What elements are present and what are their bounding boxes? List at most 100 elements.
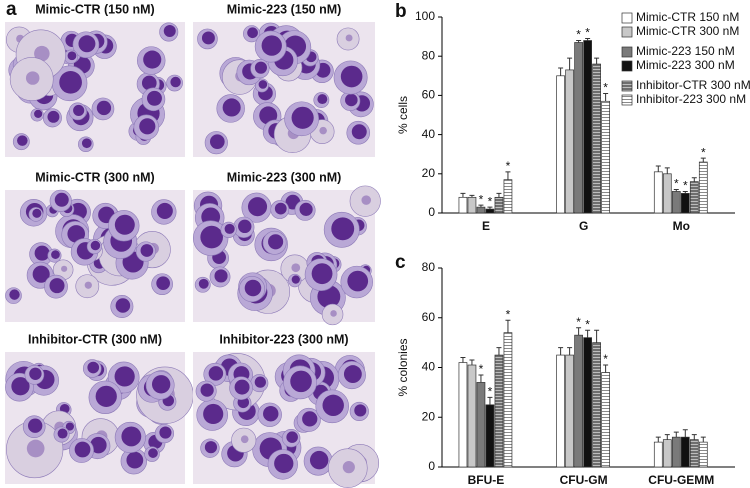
- significance-mark: *: [506, 307, 511, 321]
- bar: [601, 372, 610, 468]
- nucleus: [51, 250, 60, 259]
- nucleus: [32, 208, 42, 218]
- bar: [698, 441, 708, 468]
- error-bar: [558, 347, 564, 356]
- nucleus: [198, 278, 209, 289]
- nucleus: [204, 441, 218, 454]
- error-bar: [691, 434, 697, 440]
- significance-mark: *: [506, 159, 511, 173]
- significance-mark: *: [603, 352, 608, 366]
- nucleus: [49, 278, 65, 294]
- chart-panels: b % cells 0 20 40 60 80 100 E * * * G * * * Mo * * * Mimic-C…: [395, 1, 750, 487]
- legend-swatch: [621, 12, 633, 24]
- y-tick-label: 40: [422, 127, 436, 141]
- error-bar: [505, 171, 511, 180]
- error-bar: [567, 57, 573, 70]
- error-bar: [664, 167, 670, 174]
- nucleus: [234, 379, 250, 395]
- nucleus: [331, 217, 355, 241]
- error-bar: [673, 431, 679, 438]
- legend-label: Inhibitor-CTR 300 nM: [636, 78, 750, 92]
- bar: [556, 75, 565, 214]
- nucleus: [299, 202, 313, 216]
- nucleus: [317, 285, 341, 309]
- nucleus: [159, 426, 172, 439]
- nucleus: [322, 394, 344, 417]
- nucleus: [309, 450, 329, 470]
- nucleus: [342, 461, 355, 474]
- nucleus: [361, 195, 372, 205]
- bar: [458, 362, 468, 468]
- y-axis-label: % cells: [396, 96, 410, 134]
- nucleus: [274, 453, 294, 474]
- nucleus: [11, 377, 30, 396]
- bar: [592, 342, 601, 468]
- nucleus: [354, 404, 367, 417]
- nucleus: [74, 441, 91, 458]
- nucleus: [114, 366, 135, 387]
- error-bar: [603, 364, 609, 373]
- bar: [485, 208, 495, 214]
- y-tick-label: 80: [422, 48, 436, 62]
- panel-label: b: [395, 1, 407, 22]
- legend-label: Mimic-CTR 150 nM: [636, 10, 739, 24]
- nucleus: [311, 263, 333, 285]
- bar: [601, 100, 610, 214]
- nucleus: [222, 98, 241, 117]
- micrograph-panel: Mimic-CTR (150 nM) Mimic-223 (150 nM) Mimi…: [5, 2, 381, 488]
- nucleus: [156, 276, 170, 291]
- nucleus: [291, 263, 301, 273]
- error-bar: [673, 188, 679, 192]
- error-bar: [469, 359, 475, 366]
- y-tick-label: 60: [422, 310, 436, 324]
- nucleus: [200, 383, 214, 397]
- nucleus: [47, 110, 60, 123]
- error-bar: [487, 396, 493, 405]
- nucleus: [147, 90, 162, 106]
- significance-mark: *: [576, 28, 581, 42]
- nucleus: [54, 192, 69, 207]
- x-tick-label: E: [482, 219, 490, 233]
- bar: [662, 439, 672, 468]
- legend-swatch: [621, 60, 633, 72]
- nucleus: [163, 25, 176, 37]
- bar: [671, 436, 681, 468]
- nucleus: [203, 403, 224, 425]
- y-tick-label: 20: [422, 166, 436, 180]
- image-caption: Inhibitor-CTR (300 nM): [28, 332, 162, 346]
- nucleus: [84, 281, 92, 289]
- significance-mark: *: [576, 315, 581, 329]
- nucleus: [115, 298, 131, 313]
- nucleus: [34, 245, 50, 261]
- bar: [662, 173, 672, 214]
- significance-mark: *: [585, 317, 590, 331]
- nucleus: [121, 426, 142, 447]
- bar: [574, 334, 583, 468]
- legend-swatch: [621, 80, 633, 92]
- error-bar: [594, 57, 600, 65]
- x-tick-label: G: [579, 219, 588, 233]
- legend-label: Mimic-223 150 nM: [636, 44, 735, 58]
- nucleus: [25, 71, 40, 85]
- error-bar: [505, 319, 511, 333]
- y-tick-label: 0: [428, 205, 435, 219]
- image-caption: Inhibitor-223 (300 nM): [219, 332, 348, 346]
- error-bar: [655, 436, 661, 443]
- error-bar: [691, 177, 697, 182]
- nucleus: [330, 310, 337, 317]
- nucleus: [261, 35, 282, 56]
- error-bar: [585, 329, 591, 338]
- x-tick-label: BFU-E: [468, 473, 505, 487]
- nucleus: [9, 289, 20, 300]
- nucleus: [156, 202, 173, 219]
- bar: [476, 382, 486, 468]
- x-tick-label: CFU-GEMM: [648, 473, 714, 487]
- x-tick-label: CFU-GM: [560, 473, 608, 487]
- bar: [680, 436, 690, 468]
- nucleus: [87, 361, 100, 374]
- nucleus: [345, 34, 353, 42]
- legend-label: Mimic-CTR 300 nM: [636, 24, 739, 38]
- y-axis-label: % colonies: [396, 338, 410, 396]
- nucleus: [65, 422, 74, 431]
